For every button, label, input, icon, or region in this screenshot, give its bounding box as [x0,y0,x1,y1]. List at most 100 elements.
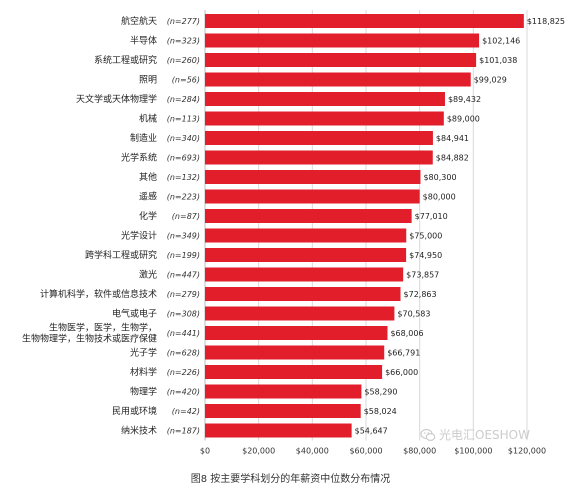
x-tick-label: $60,000 [349,447,382,456]
value-label: $66,791 [387,349,420,358]
x-tick-label: $0 [200,447,210,456]
count-label: (n=693) [167,154,200,163]
count-label: (n=132) [167,173,200,182]
value-label: $72,863 [404,290,437,299]
category-label-line: 激光 [139,269,157,281]
category-label: 材料学 [130,366,157,378]
count-label: (n=279) [167,290,200,299]
value-label: $102,146 [482,37,520,46]
category-label: 物理学 [130,386,157,398]
count-label: (n=628) [167,349,200,358]
wechat-icon [420,428,436,441]
bar [205,326,388,340]
watermark: 光电汇OESHOW [420,426,530,443]
category-label-line: 其他 [139,171,157,183]
bar [205,170,421,184]
x-tick-label: $120,000 [508,447,546,456]
category-label-line: 制造业 [130,132,157,144]
value-label: $70,583 [397,310,430,319]
category-label: 系统工程或研究 [94,54,157,66]
bar [205,33,480,48]
category-label: 半导体 [130,35,157,47]
bar [205,384,362,399]
count-label: (n=284) [167,95,200,104]
category-label: 遥感 [139,191,157,203]
category-label: 光学设计 [121,230,157,242]
count-label: (n=187) [167,427,200,436]
value-label: $73,857 [406,271,439,280]
value-label: $74,950 [409,251,442,260]
count-label: (n=340) [167,134,200,143]
category-label-line: 民用或环境 [112,405,157,417]
category-label: 其他 [139,171,157,183]
count-label: (n=308) [167,310,200,319]
count-label: (n=87) [172,212,200,221]
category-label-line: 光学设计 [121,230,157,242]
figure-caption: 图8 按主要学科划分的年薪资中位数分布情况 [190,474,391,485]
bar [205,14,524,28]
category-label-line: 纳米技术 [121,425,157,437]
bar [205,111,444,126]
bar [205,189,420,204]
category-label-line: 计算机科学，软件或信息技术 [40,288,157,300]
count-label: (n=223) [167,193,200,202]
value-label: $80,300 [423,173,456,182]
bar [205,92,445,106]
bars [205,14,524,438]
category-label: 民用或环境 [112,405,157,417]
value-label: $89,432 [448,95,481,104]
value-label: $58,290 [364,388,397,397]
x-axis-ticks: $0 $20,000 $40,000 $60,000 $80,000 $100,000 $1… [200,447,546,456]
category-label-line: 遥感 [139,191,157,203]
category-labels: 航空航天半导体系统工程或研究照明天文学或天体物理学机械制造业光学系统其他遥感化学… [22,15,157,437]
count-label: (n=226) [167,368,200,377]
bar [205,404,361,418]
bar [205,345,385,360]
x-tick-label: $20,000 [242,447,275,456]
category-label: 光子学 [130,347,157,359]
category-label-line: 航空航天 [121,15,157,27]
count-label: (n=56) [172,76,200,85]
category-label-line: 生物物理学，生物技术或医疗保健 [22,333,157,345]
bar [205,131,433,145]
count-label: (n=420) [167,388,200,397]
x-tick-label: $40,000 [296,447,329,456]
category-label: 激光 [139,269,157,281]
value-label: $80,000 [423,193,456,202]
count-label: (n=199) [167,251,200,260]
category-label: 生物医学，医学，生物学，生物物理学，生物技术或医疗保健 [22,322,157,345]
watermark-text: 光电汇OESHOW [439,428,530,442]
category-label-line: 机械 [139,113,157,125]
category-label-line: 生物医学，医学，生物学， [49,322,157,334]
category-label-line: 跨学科工程或研究 [85,249,157,261]
category-label-line: 天文学或天体物理学 [76,93,157,105]
bar [205,287,401,301]
category-label: 光学系统 [121,152,157,164]
value-label: $99,029 [474,76,507,85]
bar [205,72,471,87]
value-label: $84,941 [436,134,469,143]
value-labels: $118,825 $102,146 $101,038 $99,029 $89,432 $8… [355,17,565,436]
count-label: (n=42) [172,407,200,416]
category-label: 跨学科工程或研究 [85,249,157,261]
category-label-line: 电气或电子 [112,308,157,320]
category-label: 电气或电子 [112,308,157,320]
count-labels: (n=277) (n=323) (n=260) (n=56) (n=284) (n=113… [167,17,200,436]
category-label: 航空航天 [121,15,157,27]
value-label: $77,010 [415,212,448,221]
x-tick-label: $100,000 [454,447,492,456]
bar [205,209,412,223]
bar [205,423,352,438]
bar [205,248,407,262]
value-label: $58,024 [364,407,397,416]
category-label: 照明 [139,75,157,86]
category-label: 机械 [139,113,157,125]
count-label: (n=277) [167,17,200,26]
category-label-line: 照明 [139,75,157,86]
value-label: $54,647 [355,427,388,436]
count-label: (n=447) [167,271,200,280]
category-label-line: 光学系统 [121,152,157,164]
bar [205,365,383,379]
category-label: 化学 [139,210,157,222]
